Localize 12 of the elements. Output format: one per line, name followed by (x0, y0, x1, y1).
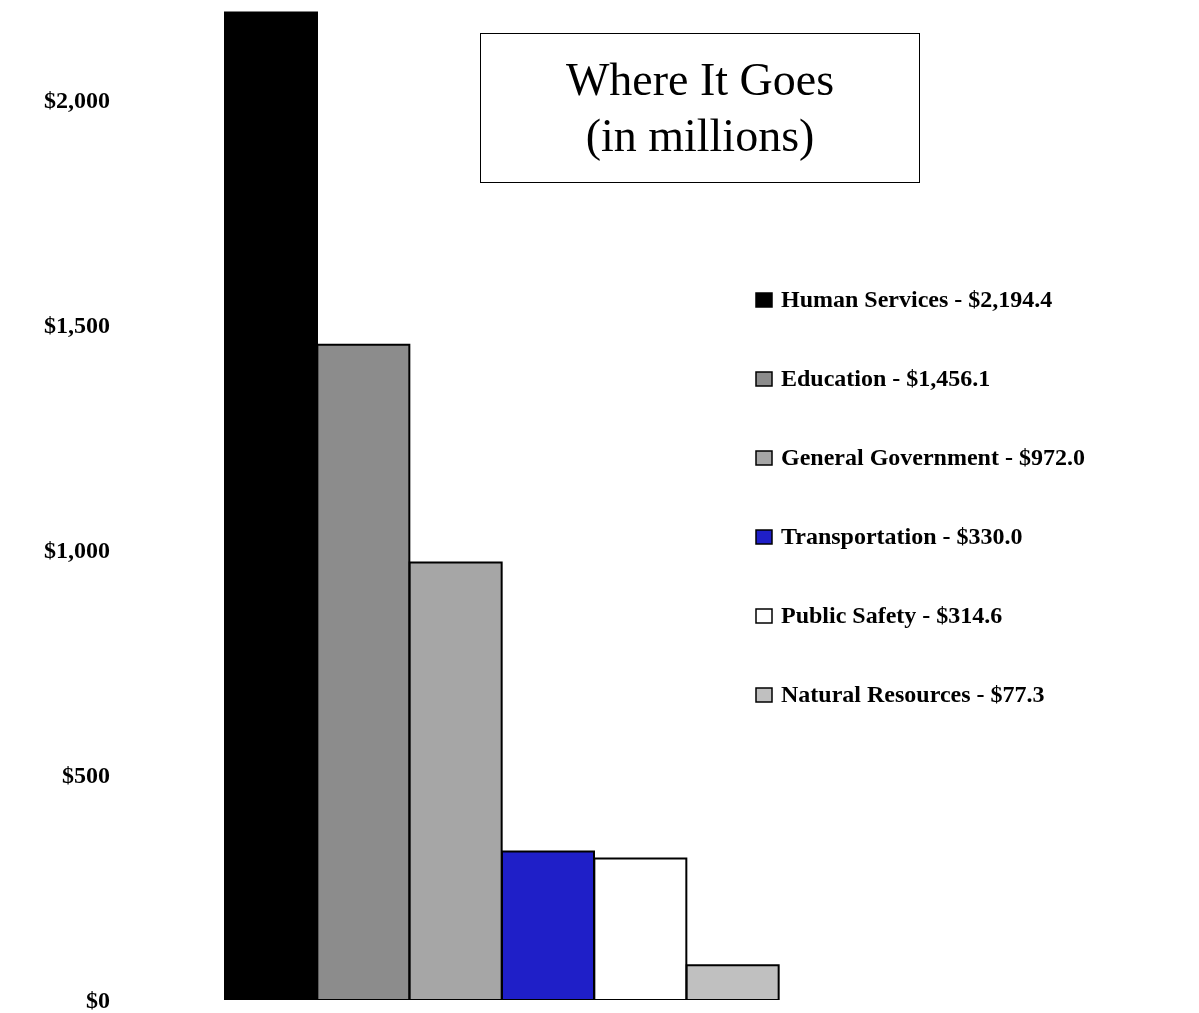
legend-label: Human Services - $2,194.4 (781, 286, 1053, 313)
legend-label: Education - $1,456.1 (781, 365, 991, 392)
y-tick-label: $1,500 (44, 312, 110, 338)
legend-label: Natural Resources - $77.3 (781, 681, 1045, 708)
y-tick-label: $2,000 (44, 87, 110, 113)
legend-label: Public Safety - $314.6 (781, 602, 1003, 629)
legend-label: General Government - $972.0 (781, 444, 1085, 471)
title-frame: Where It Goes (in millions) (480, 33, 920, 183)
legend-label: Transportation - $330.0 (781, 523, 1023, 550)
y-tick-label: $0 (86, 987, 110, 1013)
y-tick-label: $500 (62, 762, 110, 788)
y-tick-label: $1,000 (44, 537, 110, 563)
